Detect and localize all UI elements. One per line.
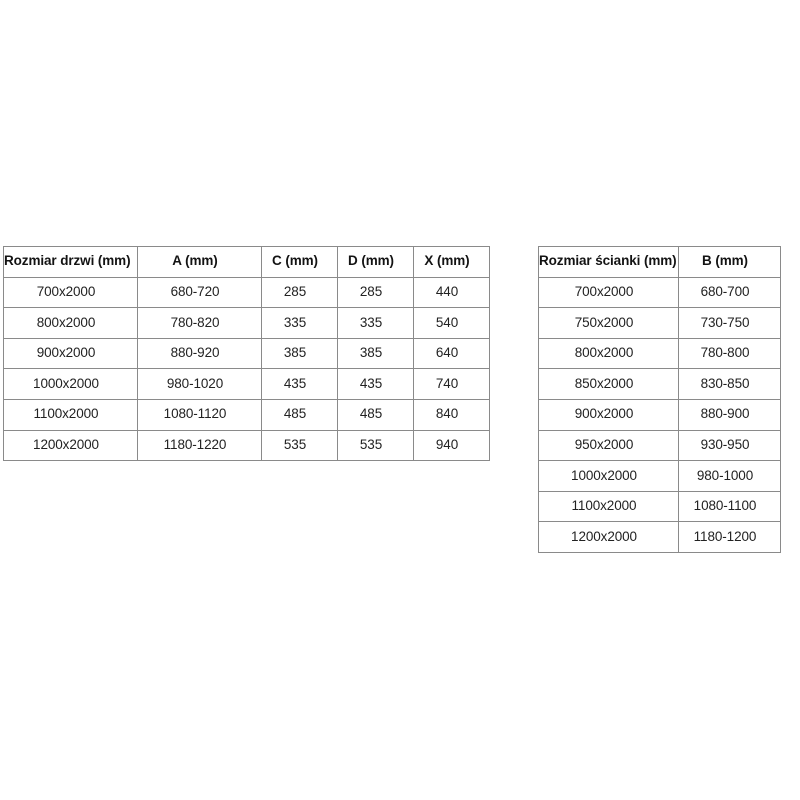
cell-door-size: 700x2000 (3, 276, 138, 309)
cell-a: 1080-1120 (137, 398, 262, 431)
cell-door-size: 1100x2000 (3, 398, 138, 431)
cell-x: 540 (413, 307, 490, 339)
cell-x: 640 (413, 337, 490, 370)
cell-b: 1080-1100 (678, 490, 781, 523)
column-header-d: D (mm) (337, 246, 414, 278)
wall-panel-size-table: Rozmiar ścianki (mm) B (mm) 700x2000 680… (538, 246, 781, 553)
cell-wall-size: 1000x2000 (538, 460, 679, 492)
cell-door-size: 800x2000 (3, 307, 138, 339)
cell-d: 435 (337, 368, 414, 400)
cell-d: 335 (337, 307, 414, 339)
column-header-x: X (mm) (413, 246, 490, 278)
table-row: 950x2000 930-950 (538, 429, 781, 462)
cell-a: 1180-1220 (137, 429, 262, 462)
cell-wall-size: 1100x2000 (538, 490, 679, 523)
wall-table-body: 700x2000 680-700 750x2000 730-750 800x20… (538, 276, 781, 553)
cell-d: 285 (337, 276, 414, 309)
cell-b: 680-700 (678, 276, 781, 309)
cell-a: 780-820 (137, 307, 262, 339)
column-header-door-size: Rozmiar drzwi (mm) (3, 246, 138, 278)
table-row: 900x2000 880-900 (538, 398, 781, 431)
cell-wall-size: 800x2000 (538, 337, 679, 370)
door-table-body: 700x2000 680-720 285 285 440 800x2000 78… (3, 276, 490, 462)
column-header-a: A (mm) (137, 246, 262, 278)
table-header-row: Rozmiar drzwi (mm) A (mm) C (mm) D (mm) … (3, 246, 490, 278)
table-row: 750x2000 730-750 (538, 307, 781, 339)
cell-x: 840 (413, 398, 490, 431)
column-header-wall-size: Rozmiar ścianki (mm) (538, 246, 679, 278)
cell-c: 385 (261, 337, 338, 370)
cell-c: 335 (261, 307, 338, 339)
table-row: 800x2000 780-820 335 335 540 (3, 307, 490, 339)
cell-wall-size: 950x2000 (538, 429, 679, 462)
table-row: 1100x2000 1080-1100 (538, 490, 781, 523)
table-row: 700x2000 680-720 285 285 440 (3, 276, 490, 309)
table-row: 850x2000 830-850 (538, 368, 781, 400)
table-row: 900x2000 880-920 385 385 640 (3, 337, 490, 370)
cell-x: 440 (413, 276, 490, 309)
table-row: 1200x2000 1180-1200 (538, 521, 781, 553)
cell-b: 730-750 (678, 307, 781, 339)
cell-x: 740 (413, 368, 490, 400)
cell-wall-size: 700x2000 (538, 276, 679, 309)
cell-d: 535 (337, 429, 414, 462)
cell-b: 1180-1200 (678, 521, 781, 553)
column-header-b: B (mm) (678, 246, 781, 278)
table-row: 1100x2000 1080-1120 485 485 840 (3, 398, 490, 431)
cell-a: 680-720 (137, 276, 262, 309)
cell-c: 435 (261, 368, 338, 400)
cell-a: 980-1020 (137, 368, 262, 400)
cell-b: 780-800 (678, 337, 781, 370)
cell-wall-size: 850x2000 (538, 368, 679, 400)
cell-b: 880-900 (678, 398, 781, 431)
cell-door-size: 1000x2000 (3, 368, 138, 400)
cell-door-size: 900x2000 (3, 337, 138, 370)
cell-c: 485 (261, 398, 338, 431)
cell-b: 830-850 (678, 368, 781, 400)
cell-a: 880-920 (137, 337, 262, 370)
cell-wall-size: 900x2000 (538, 398, 679, 431)
cell-door-size: 1200x2000 (3, 429, 138, 462)
cell-x: 940 (413, 429, 490, 462)
table-row: 800x2000 780-800 (538, 337, 781, 370)
table-row: 1000x2000 980-1000 (538, 460, 781, 492)
table-row: 1200x2000 1180-1220 535 535 940 (3, 429, 490, 462)
cell-c: 535 (261, 429, 338, 462)
cell-c: 285 (261, 276, 338, 309)
table-row: 700x2000 680-700 (538, 276, 781, 309)
cell-d: 485 (337, 398, 414, 431)
cell-wall-size: 1200x2000 (538, 521, 679, 553)
table-row: 1000x2000 980-1020 435 435 740 (3, 368, 490, 400)
table-header-row: Rozmiar ścianki (mm) B (mm) (538, 246, 781, 278)
door-size-table: Rozmiar drzwi (mm) A (mm) C (mm) D (mm) … (3, 246, 490, 462)
cell-d: 385 (337, 337, 414, 370)
cell-b: 980-1000 (678, 460, 781, 492)
cell-wall-size: 750x2000 (538, 307, 679, 339)
cell-b: 930-950 (678, 429, 781, 462)
column-header-c: C (mm) (261, 246, 338, 278)
